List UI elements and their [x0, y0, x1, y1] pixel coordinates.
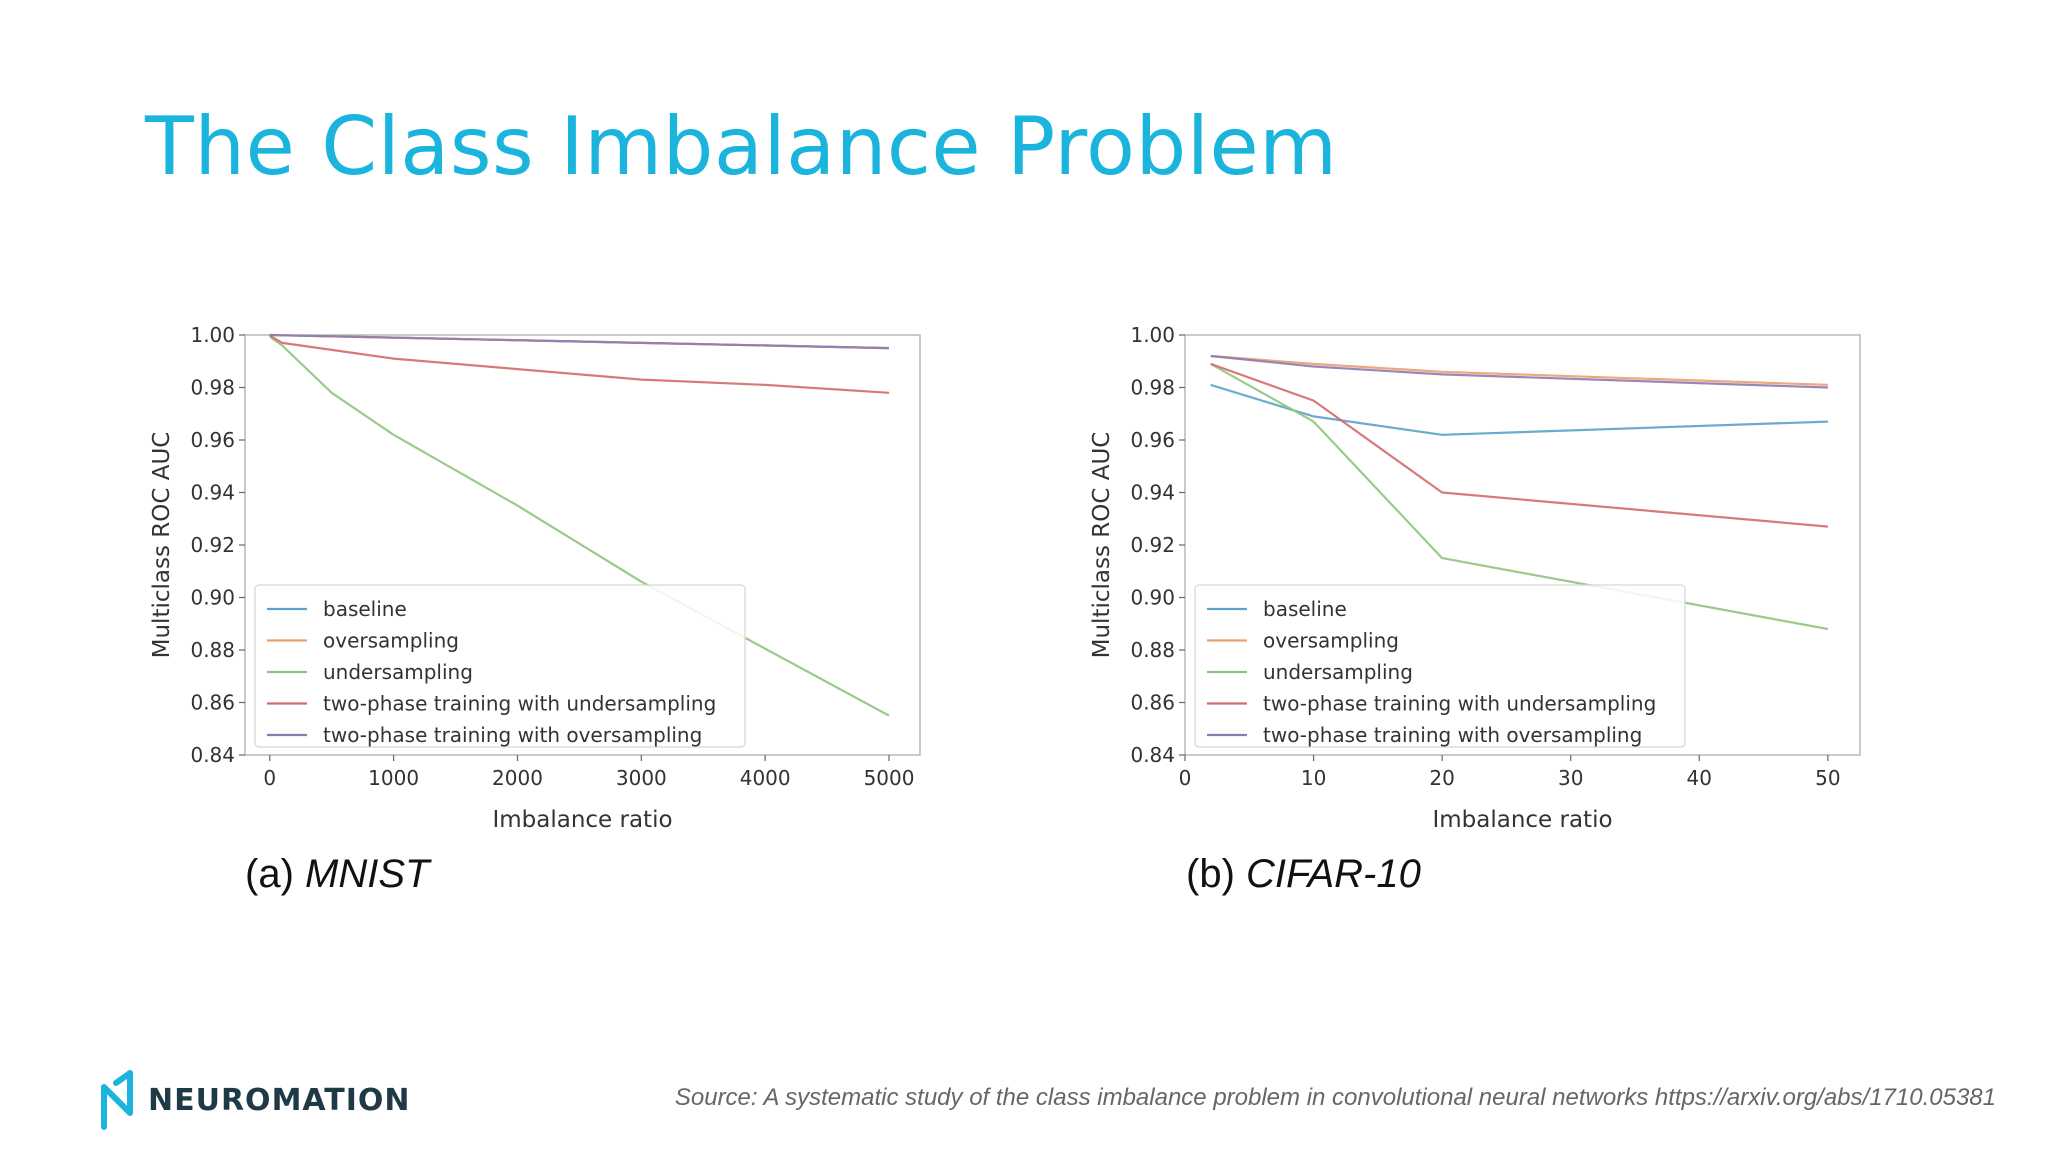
chart0-ytick-label: 0.94: [190, 481, 235, 505]
chart1-legend-label: two-phase training with undersampling: [1263, 692, 1656, 716]
caption-cifar10-name: CIFAR-10: [1246, 852, 1421, 896]
chart0-legend-label: baseline: [323, 597, 407, 621]
mnist-chart-svg: 0.84 0.86 0.88 0.90 0.92 0.94 0.96 0.98 1.00 0 100…: [149, 323, 921, 833]
chart1-xtick-label: 40: [1687, 766, 1712, 790]
caption-cifar10-label: (b): [1186, 852, 1235, 896]
chart0-ytick-label: 0.90: [190, 586, 235, 610]
chart1-xtick-label: 20: [1429, 766, 1454, 790]
chart0-y-axis-label: Multiclass ROC AUC: [149, 432, 175, 659]
chart1-ytick-label: 0.86: [1130, 691, 1175, 715]
chart0-legend-label: two-phase training with oversampling: [323, 723, 702, 747]
cifar10-chart: 0.84 0.86 0.88 0.90 0.92 0.94 0.96 0.98 1.00 0 10 2…: [1080, 318, 1870, 838]
chart1-series-oversampling: [1210, 354, 1828, 386]
chart0-series-two-phase-training-with-undersampling: [269, 334, 890, 394]
caption-mnist-name: MNIST: [305, 852, 430, 896]
caption-cifar10: (b) CIFAR-10: [1186, 852, 1421, 897]
chart1-x-axis-label: Imbalance ratio: [1432, 807, 1612, 833]
chart1-series-two-phase-training-with-oversampling: [1210, 354, 1828, 389]
chart1-legend-label: undersampling: [1263, 660, 1413, 684]
chart0-ytick-label: 0.96: [190, 428, 235, 452]
cifar10-chart-svg: 0.84 0.86 0.88 0.90 0.92 0.94 0.96 0.98 1.00 0 10 2…: [1089, 323, 1861, 833]
chart0-series-two-phase-training-with-oversampling: [269, 333, 890, 350]
chart1-series-baseline: [1210, 383, 1828, 436]
chart0-legend: [254, 584, 746, 748]
chart0-ytick-label: 0.88: [190, 638, 235, 662]
caption-mnist: (a) MNIST: [245, 852, 429, 897]
chart0-legend-label: undersampling: [323, 660, 473, 684]
neuromation-logo-icon: [101, 1070, 133, 1130]
chart0-xtick-label: 3000: [616, 766, 667, 790]
mnist-chart: 0.84 0.86 0.88 0.90 0.92 0.94 0.96 0.98 1.00 0 100…: [140, 318, 930, 838]
chart0-xtick-label: 1000: [368, 766, 419, 790]
chart0-x-axis-label: Imbalance ratio: [492, 807, 672, 833]
chart0-ytick-label: 1.00: [190, 323, 235, 347]
chart0-series-undersampling: [268, 334, 890, 717]
chart1-legend-label: oversampling: [1263, 629, 1399, 653]
chart1-ytick-label: 0.88: [1130, 638, 1175, 662]
chart1-ytick-label: 0.94: [1130, 481, 1175, 505]
chart1-legend: [1194, 584, 1686, 748]
chart0-xtick-label: 4000: [740, 766, 791, 790]
chart1-xtick-label: 0: [1179, 766, 1192, 790]
chart1-legend-label: two-phase training with oversampling: [1263, 723, 1642, 747]
chart1-legend-label: baseline: [1263, 597, 1347, 621]
chart1-series-two-phase-training-with-undersampling: [1210, 362, 1828, 528]
chart0-legend-label: oversampling: [323, 629, 459, 653]
chart1-y-axis-label: Multiclass ROC AUC: [1089, 432, 1115, 659]
chart0-legend-label: two-phase training with undersampling: [323, 692, 716, 716]
chart1-ytick-label: 0.90: [1130, 586, 1175, 610]
logo-text: NEUROMATION: [148, 1082, 411, 1118]
chart0-ytick-label: 0.98: [190, 376, 235, 400]
chart0-xtick-label: 0: [263, 766, 276, 790]
neuromation-logo: NEUROMATION: [100, 1065, 411, 1135]
caption-mnist-label: (a): [245, 852, 294, 896]
chart1-ytick-label: 0.96: [1130, 428, 1175, 452]
chart0-ytick-label: 0.86: [190, 691, 235, 715]
chart1-ytick-label: 0.98: [1130, 376, 1175, 400]
chart1-xtick-label: 10: [1301, 766, 1326, 790]
chart1-ytick-label: 0.92: [1130, 533, 1175, 557]
chart1-ytick-label: 1.00: [1130, 323, 1175, 347]
chart1-xtick-label: 30: [1558, 766, 1583, 790]
chart0-ytick-label: 0.84: [190, 743, 235, 767]
source-citation: Source: A systematic study of the class …: [674, 1084, 1996, 1111]
slide-title: The Class Imbalance Problem: [145, 100, 1338, 193]
chart0-ytick-label: 0.92: [190, 533, 235, 557]
chart0-xtick-label: 2000: [492, 766, 543, 790]
chart0-xtick-label: 5000: [864, 766, 915, 790]
chart1-ytick-label: 0.84: [1130, 743, 1175, 767]
chart1-xtick-label: 50: [1815, 766, 1840, 790]
